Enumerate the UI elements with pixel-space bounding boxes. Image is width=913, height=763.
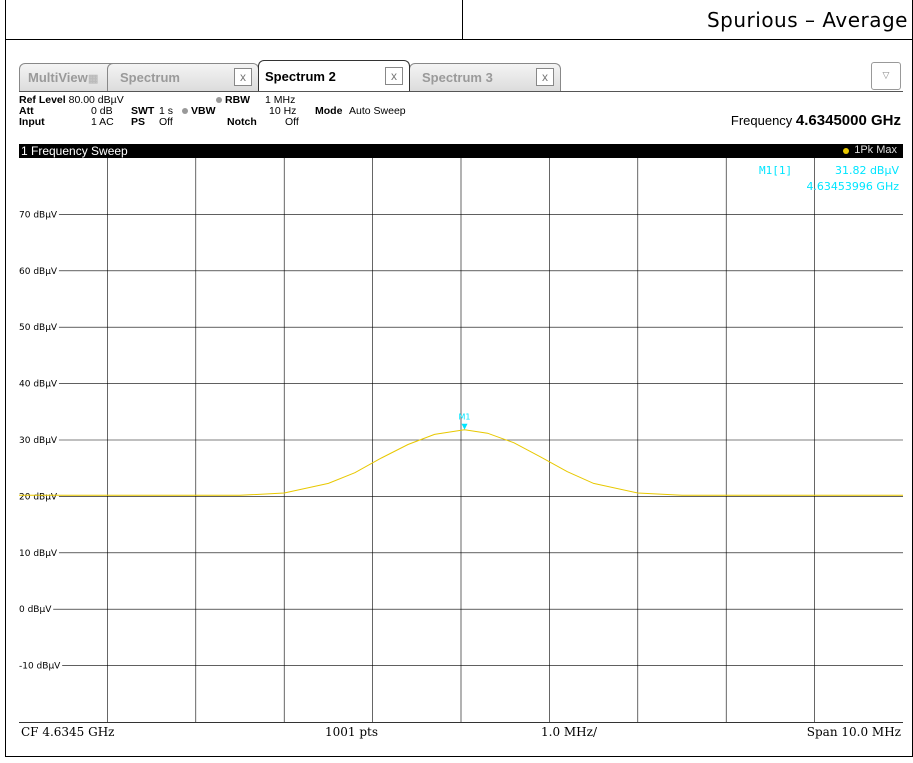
tab-spectrum-3[interactable]: Spectrum 3 x	[409, 63, 561, 91]
marker-readout-level: 31.82 dBµV	[835, 164, 900, 177]
sweep-title-bar: 1 Frequency Sweep 1Pk Max	[19, 144, 903, 158]
header-divider	[462, 0, 463, 39]
y-tick-label-bg	[19, 379, 59, 390]
center-frequency: CF 4.6345 GHz	[21, 725, 115, 739]
tab-label: Spectrum 3	[422, 70, 493, 85]
close-icon[interactable]: x	[536, 68, 554, 86]
chevron-down-icon[interactable]: ▽	[871, 62, 901, 90]
att-label: Att	[19, 105, 34, 117]
frequency-label: Frequency	[730, 113, 793, 128]
ps-label: PS	[131, 116, 146, 128]
rbw-coupled-icon	[216, 97, 222, 103]
frequency-value: 4.6345000 GHz	[795, 112, 901, 129]
tab-label: MultiView	[28, 70, 88, 85]
report-title: Spurious – Average	[706, 8, 908, 32]
att-value: 0 dB	[91, 105, 113, 117]
y-tick-label-bg	[19, 548, 59, 559]
y-tick-label: 60 dBµV	[19, 267, 58, 277]
y-tick-label: 0 dBµV	[19, 605, 52, 615]
trace-dot-icon	[843, 148, 849, 154]
ref-level-value: 80.00 dBµV	[68, 94, 124, 106]
swt-label: SWT	[131, 105, 155, 117]
y-tick-label-bg	[19, 266, 59, 277]
y-tick-label: 30 dBµV	[19, 436, 58, 446]
swt-value: 1 s	[159, 105, 174, 117]
marker-readout-label: M1[1]	[759, 164, 792, 177]
tab-multiview[interactable]: MultiView ▦	[19, 63, 123, 91]
chart-footer: CF 4.6345 GHz 1001 pts 1.0 MHz/ Span 10.…	[19, 722, 903, 741]
tab-underline	[19, 91, 903, 92]
marker-readout-frequency: 4.63453996 GHz	[806, 180, 899, 193]
sweep-points: 1001 pts	[325, 725, 379, 739]
notch-value: Off	[285, 116, 299, 128]
vbw-label: VBW	[191, 105, 216, 117]
vbw-value: 10 Hz	[269, 105, 297, 117]
mode-value: Auto Sweep	[349, 105, 406, 117]
trace-line	[19, 429, 903, 496]
spectrum-chart: -10 dBµV 0 dBµV 10 dBµV 20 dBµV 30 dBµV 40 dB…	[19, 158, 903, 722]
y-tick-label-bg	[19, 323, 59, 334]
span: Span 10.0 MHz	[806, 725, 901, 739]
y-tick-label: 40 dBµV	[19, 380, 58, 390]
tab-spectrum-2[interactable]: Spectrum 2 x	[258, 60, 410, 92]
marker-label: M1	[459, 413, 471, 422]
y-tick-label: 10 dBµV	[19, 549, 58, 559]
close-icon[interactable]: x	[385, 67, 403, 85]
notch-label: Notch	[227, 116, 257, 128]
input-label: Input	[19, 116, 45, 128]
analyzer-window: MultiView ▦ Spectrum x Spectrum 3 x Spec…	[19, 60, 903, 740]
y-tick-label: 70 dBµV	[19, 210, 58, 220]
y-tick-label-bg	[19, 492, 59, 503]
close-icon[interactable]: x	[234, 68, 252, 86]
marker-triangle	[461, 423, 468, 430]
ps-value: Off	[159, 116, 173, 128]
ref-level-label: Ref Level	[19, 94, 66, 106]
y-tick-label-bg	[19, 210, 59, 221]
sweep-title: 1 Frequency Sweep	[21, 144, 128, 158]
vbw-coupled-icon	[182, 108, 188, 114]
rbw-value: 1 MHz	[265, 94, 296, 106]
mode-label: Mode	[315, 105, 343, 117]
parameter-panel: Ref Level 80.00 dBµV Att 0 dB Input 1 AC…	[19, 92, 903, 144]
y-tick-label-bg	[19, 605, 54, 616]
y-tick-label-bg	[19, 436, 59, 446]
report-header: Spurious – Average	[5, 0, 913, 40]
frequency-per-division: 1.0 MHz/	[541, 725, 598, 739]
input-value: 1 AC	[91, 116, 114, 128]
tab-label: Spectrum	[120, 70, 180, 85]
rbw-label: RBW	[225, 94, 251, 106]
tab-label: Spectrum 2	[265, 69, 336, 84]
grid-icon: ▦	[88, 73, 99, 85]
y-tick-label: 20 dBµV	[19, 492, 58, 502]
y-tick-label: 50 dBµV	[19, 323, 58, 333]
tab-bar: MultiView ▦ Spectrum x Spectrum 3 x Spec…	[19, 60, 903, 92]
y-tick-label-bg	[19, 661, 63, 672]
trace-label: 1Pk Max	[854, 144, 897, 156]
y-tick-label: -10 dBµV	[19, 662, 61, 672]
tab-spectrum[interactable]: Spectrum x	[107, 63, 259, 91]
